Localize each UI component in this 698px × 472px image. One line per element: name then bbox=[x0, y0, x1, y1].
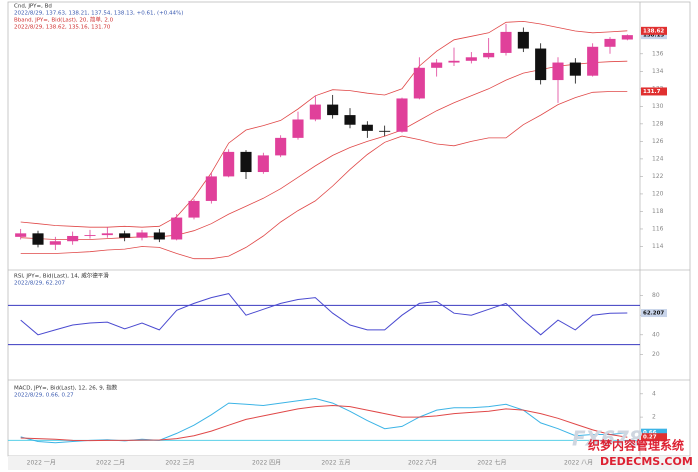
candle-body bbox=[101, 233, 113, 236]
candle-body bbox=[292, 119, 304, 138]
candle-body bbox=[552, 62, 564, 81]
x-tick-label: 2022 七月 bbox=[477, 459, 506, 467]
y-tick-label: 136 bbox=[652, 50, 664, 57]
y-tick-label: 134 bbox=[652, 68, 664, 75]
candle-body bbox=[67, 235, 79, 242]
watermark: 织梦内容管理系统 bbox=[588, 438, 684, 453]
value-tag-label: 62.207 bbox=[643, 311, 664, 317]
bands-subtitle: 2022/8/29, 138.62, 135.16, 131.70 bbox=[14, 25, 111, 31]
candle-body bbox=[15, 233, 27, 237]
candle-body bbox=[361, 124, 373, 131]
candle-body bbox=[465, 57, 477, 61]
candle-body bbox=[344, 115, 356, 125]
x-tick-label: 2022 一月 bbox=[27, 460, 56, 467]
y-tick-label: 116 bbox=[652, 225, 664, 232]
candle-body bbox=[431, 62, 443, 68]
y-tick-label: 4 bbox=[652, 390, 656, 397]
panel-title: Cnd, JPY=, Bd bbox=[14, 4, 52, 10]
value-tag-label: 138.13 bbox=[643, 33, 664, 39]
panel-subtitle: 2022/8/29, 0.66, 0.27 bbox=[14, 393, 74, 399]
candle-body bbox=[188, 200, 200, 218]
candle-body bbox=[448, 60, 460, 63]
y-tick-label: 130 bbox=[652, 103, 664, 110]
panel-subtitle: 2022/8/29, 137.63, 138.21, 137.54, 138.1… bbox=[14, 11, 183, 17]
candle-body bbox=[535, 48, 547, 81]
candle-body bbox=[500, 31, 512, 53]
candle-body bbox=[483, 52, 495, 58]
candle-body bbox=[153, 232, 165, 240]
candle-body bbox=[240, 151, 252, 173]
candle-body bbox=[32, 233, 44, 245]
candle-body bbox=[587, 46, 599, 76]
y-tick-label: 120 bbox=[652, 190, 664, 197]
candle-body bbox=[569, 62, 581, 76]
candle-body bbox=[205, 176, 217, 201]
x-axis-band bbox=[8, 456, 690, 470]
indicator-line bbox=[20, 404, 628, 442]
candle-body bbox=[223, 151, 235, 177]
x-tick-label: 2022 四月 bbox=[252, 460, 281, 467]
x-tick-label: 2022 三月 bbox=[165, 460, 194, 467]
value-tag bbox=[641, 31, 667, 40]
watermark: FX678 bbox=[572, 427, 643, 451]
y-tick-label: 126 bbox=[652, 138, 664, 145]
candle-body bbox=[84, 235, 96, 236]
candle-body bbox=[327, 104, 339, 116]
value-tag bbox=[641, 428, 667, 437]
candle-body bbox=[119, 233, 131, 238]
bands-title: Bband, JPY=, Bid(Last), 20, 简单, 2.0 bbox=[14, 16, 114, 24]
candle-body bbox=[621, 35, 633, 40]
x-tick-label: 2022 五月 bbox=[321, 460, 350, 467]
band-line bbox=[20, 91, 628, 260]
candle-body bbox=[309, 104, 321, 120]
band-line bbox=[20, 20, 628, 228]
value-tag bbox=[641, 433, 667, 442]
y-tick-label: 122 bbox=[652, 173, 664, 180]
candle-body bbox=[257, 155, 269, 173]
candle-body bbox=[136, 232, 148, 238]
candle-body bbox=[49, 241, 61, 245]
y-tick-label: 114 bbox=[652, 243, 664, 250]
candle-body bbox=[396, 98, 408, 132]
x-tick-label: 2022 八月 bbox=[564, 460, 593, 467]
candle-body bbox=[379, 130, 391, 132]
value-tag bbox=[641, 87, 667, 96]
y-tick-label: 2 bbox=[652, 414, 656, 421]
candle-body bbox=[413, 67, 425, 99]
x-tick-label: 2022 六月 bbox=[408, 459, 437, 467]
candle-body bbox=[604, 38, 616, 47]
indicator-line bbox=[20, 293, 628, 336]
y-tick-label: 20 bbox=[652, 351, 660, 358]
y-tick-label: 40 bbox=[652, 331, 660, 338]
value-tag-label: 138.62 bbox=[643, 28, 664, 34]
value-tag bbox=[641, 26, 667, 35]
y-tick-label: 118 bbox=[652, 208, 664, 215]
panel-subtitle: 2022/8/29, 62.207 bbox=[14, 281, 65, 287]
x-tick-label: 2022 二月 bbox=[96, 460, 125, 467]
y-tick-label: 128 bbox=[652, 120, 664, 127]
panel-title: RSI, JPY=, Bid(Last), 14, 威尔德平滑 bbox=[14, 272, 109, 280]
y-tick-label: 80 bbox=[652, 292, 660, 299]
value-tag bbox=[641, 309, 667, 318]
candle-body bbox=[517, 31, 529, 49]
y-tick-label: 124 bbox=[652, 155, 664, 162]
value-tag-label: 131.7 bbox=[643, 89, 661, 95]
panel-title: MACD, JPY=, Bid(Last), 12, 26, 9, 指数 bbox=[14, 384, 118, 392]
candle-body bbox=[275, 137, 287, 156]
watermark: DEDECMS.COM bbox=[600, 455, 693, 468]
band-line bbox=[20, 60, 628, 240]
value-tag-label: 0.66 bbox=[643, 430, 657, 436]
candle-body bbox=[171, 217, 183, 240]
value-tag-label: 0.27 bbox=[643, 435, 657, 441]
